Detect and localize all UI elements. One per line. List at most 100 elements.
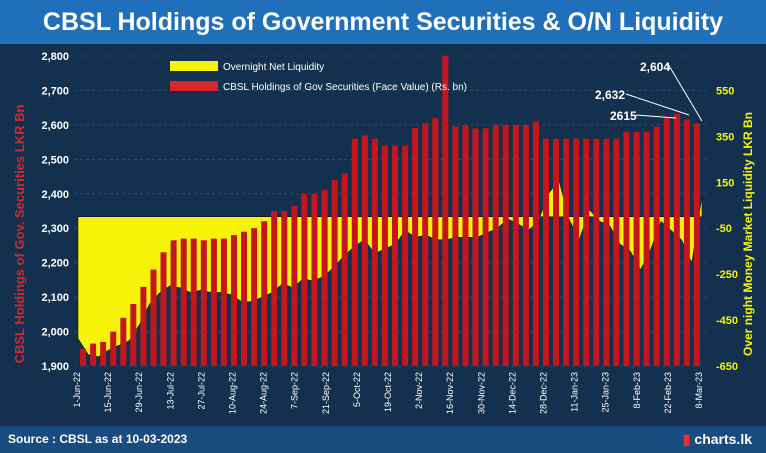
annotation-2604: 2,604 bbox=[640, 60, 670, 74]
holdings-bar bbox=[261, 221, 268, 366]
holdings-bar bbox=[492, 124, 499, 367]
x-tick-label: 27-Jul-22 bbox=[196, 372, 206, 410]
holdings-bar bbox=[412, 128, 419, 366]
holdings-bar bbox=[100, 341, 107, 366]
left-axis-ticks: 1,900 2,000 2,100 2,200 2,300 2,400 2,500 2,600… bbox=[41, 51, 69, 373]
holdings-bar bbox=[693, 123, 700, 366]
legend-swatch-holdings bbox=[170, 81, 218, 91]
holdings-bar bbox=[522, 124, 529, 367]
holdings-bar bbox=[220, 238, 227, 366]
holdings-bar bbox=[462, 124, 469, 367]
gridlines bbox=[74, 55, 706, 367]
annotation-leader-2632 bbox=[625, 93, 690, 116]
x-tick-label: 7-Sep-22 bbox=[290, 372, 300, 409]
right-axis-label: Over night Money Market Liquidity LKR Bn bbox=[741, 112, 755, 356]
holdings-bar bbox=[110, 331, 117, 366]
holdings-bar bbox=[140, 286, 147, 366]
holdings-bar bbox=[392, 145, 398, 366]
holdings-bar bbox=[603, 138, 610, 366]
holdings-bar bbox=[120, 317, 127, 366]
x-tick-label: 13-Jul-22 bbox=[165, 372, 175, 410]
x-tick-label: 30-Nov-22 bbox=[476, 372, 486, 414]
holdings-bars bbox=[80, 56, 700, 367]
holdings-bar bbox=[381, 145, 388, 366]
legend-label-holdings: CBSL Holdings of Gov Securities (Face Va… bbox=[223, 82, 467, 93]
legend-swatch-liquidity bbox=[170, 61, 218, 71]
right-tick-label: 350 bbox=[716, 131, 734, 143]
x-tick-label: 1-Jun-22 bbox=[72, 372, 82, 408]
holdings-bar bbox=[341, 173, 348, 366]
holdings-bar bbox=[160, 252, 167, 366]
left-tick-label: 2,200 bbox=[41, 258, 69, 270]
holdings-bar bbox=[663, 118, 670, 366]
annotation-leader-2604 bbox=[667, 63, 703, 122]
x-tick-label: 28-Dec-22 bbox=[539, 372, 549, 414]
x-tick-label: 15-Jun-22 bbox=[103, 372, 113, 413]
holdings-bar bbox=[311, 193, 318, 366]
x-tick-label: 19-Oct-22 bbox=[383, 372, 393, 412]
x-axis-ticks: 1-Jun-22 15-Jun-22 29-Jun-22 13-Jul-22 27-Ju… bbox=[72, 372, 704, 414]
holdings-bar bbox=[653, 126, 660, 366]
left-tick-label: 2,300 bbox=[41, 223, 69, 235]
holdings-bar bbox=[80, 348, 86, 366]
left-axis-label: CBSL Holdings of Gov. Securities LKR Bn bbox=[12, 105, 27, 364]
annotation-2615: 2615 bbox=[610, 109, 637, 123]
holdings-bar bbox=[633, 131, 640, 366]
right-tick-label: 150 bbox=[716, 177, 734, 189]
left-tick-label: 2,700 bbox=[41, 85, 69, 97]
holdings-bar bbox=[543, 138, 549, 366]
holdings-bar bbox=[422, 123, 429, 366]
annotations: 2,604 2,632 2615 bbox=[595, 60, 703, 123]
holdings-bar bbox=[643, 131, 650, 366]
holdings-bar bbox=[331, 180, 338, 366]
left-tick-label: 2,600 bbox=[41, 120, 69, 132]
holdings-bar bbox=[573, 138, 580, 366]
x-tick-label: 5-Oct-22 bbox=[352, 372, 362, 407]
holdings-bar bbox=[170, 240, 177, 366]
plot-area: 1,900 2,000 2,100 2,200 2,300 2,400 2,500 2,600… bbox=[0, 44, 766, 426]
source-note: Source : CBSL as at 10-03-2023 bbox=[8, 432, 188, 446]
holdings-bar bbox=[613, 138, 620, 366]
holdings-bar bbox=[90, 343, 97, 366]
holdings-bar bbox=[301, 193, 308, 366]
holdings-bar bbox=[623, 131, 630, 366]
footer: Source : CBSL as at 10-03-2023 ▮ charts.… bbox=[0, 426, 766, 453]
left-tick-label: 2,800 bbox=[41, 51, 69, 63]
holdings-bar bbox=[281, 211, 288, 366]
holdings-bar bbox=[231, 235, 237, 366]
annotation-leader-2615 bbox=[635, 114, 677, 119]
chart-bars-icon: ▮ bbox=[682, 431, 691, 447]
holdings-bar bbox=[583, 138, 590, 366]
right-tick-label: -650 bbox=[716, 361, 738, 373]
brand-logo[interactable]: ▮ charts.lk bbox=[683, 431, 752, 448]
chart-title: CBSL Holdings of Government Securities &… bbox=[0, 0, 766, 44]
holdings-bar bbox=[371, 138, 378, 366]
x-tick-label: 14-Dec-22 bbox=[507, 372, 517, 414]
legend-label-liquidity: Overnight Net Liquidity bbox=[223, 62, 324, 73]
left-tick-label: 2,000 bbox=[41, 327, 69, 339]
left-tick-label: 2,100 bbox=[41, 292, 69, 304]
holdings-bar bbox=[351, 138, 358, 366]
holdings-bar bbox=[553, 138, 559, 366]
holdings-bar bbox=[321, 190, 328, 366]
holdings-bar bbox=[180, 238, 187, 366]
x-tick-label: 24-Aug-22 bbox=[259, 372, 269, 414]
holdings-bar bbox=[502, 124, 509, 367]
holdings-bar bbox=[482, 128, 489, 366]
holdings-bar bbox=[563, 138, 570, 366]
holdings-bar bbox=[361, 135, 368, 366]
holdings-bar bbox=[442, 56, 449, 366]
x-tick-label: 22-Feb-23 bbox=[663, 372, 673, 414]
x-tick-label: 16-Nov-22 bbox=[445, 372, 455, 414]
x-tick-label: 8-Feb-23 bbox=[632, 372, 642, 409]
holdings-bar bbox=[291, 205, 298, 366]
x-tick-label: 21-Sep-22 bbox=[321, 372, 331, 414]
holdings-bar bbox=[251, 228, 258, 366]
right-tick-label: -450 bbox=[716, 315, 738, 327]
holdings-bar bbox=[452, 126, 459, 366]
brand-name: charts.lk bbox=[694, 431, 752, 447]
holdings-bar bbox=[673, 113, 680, 367]
holdings-bar bbox=[593, 138, 600, 366]
right-tick-label: -50 bbox=[716, 223, 732, 235]
